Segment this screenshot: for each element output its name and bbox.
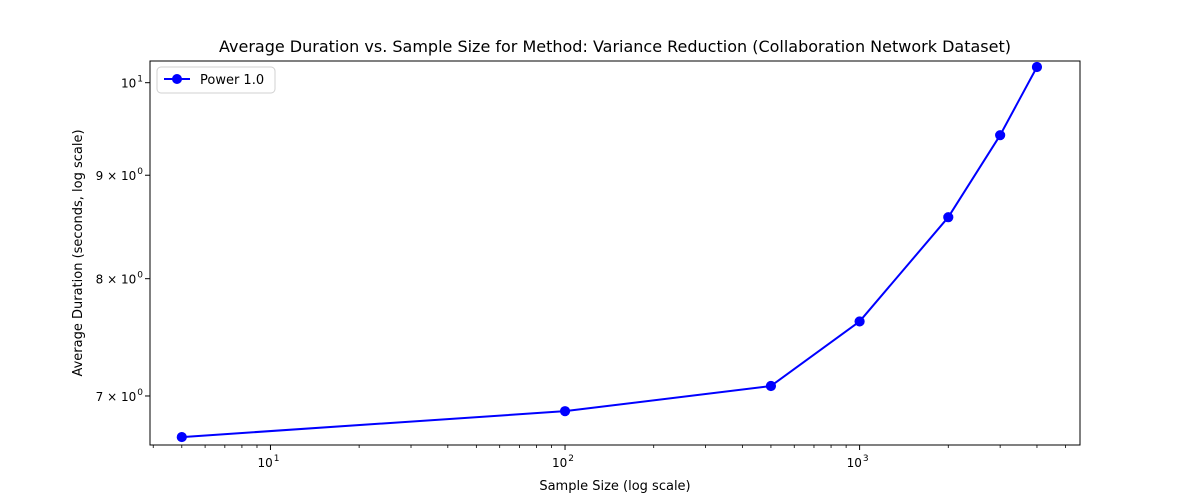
- series-layer: [176, 61, 1043, 443]
- plot-area: [149, 60, 1081, 446]
- data-point: [995, 130, 1006, 141]
- legend-box: [156, 66, 276, 94]
- y-tick-label: 101: [121, 75, 143, 91]
- chart-title: Average Duration vs. Sample Size for Met…: [219, 37, 1011, 56]
- y-tick-label-base: 10: [121, 77, 136, 91]
- y-tick-label-base: 7 × 10: [96, 390, 137, 404]
- x-tick-label-exponent: 3: [863, 454, 869, 464]
- y-tick-label-exponent: 0: [137, 388, 143, 398]
- legend-series-marker: [172, 74, 182, 84]
- x-tick-label-base: 10: [552, 456, 567, 470]
- data-point: [559, 406, 571, 417]
- data-point: [943, 212, 954, 223]
- legend: Power 1.0: [156, 66, 276, 94]
- y-tick-label-base: 9 × 10: [96, 169, 137, 183]
- data-point: [1031, 61, 1043, 73]
- x-tick-label: 103: [847, 454, 869, 470]
- data-point: [854, 316, 865, 327]
- x-tick-label-exponent: 2: [568, 454, 574, 464]
- x-axis-label: Sample Size (log scale): [539, 479, 690, 494]
- x-tick-label-exponent: 1: [274, 454, 280, 464]
- y-tick-label: 9 × 100: [96, 167, 144, 183]
- y-tick-label-exponent: 1: [137, 75, 143, 85]
- x-tick-label: 101: [257, 454, 279, 470]
- y-tick-label: 7 × 100: [96, 388, 144, 404]
- data-point: [765, 380, 777, 392]
- legend-series-label: Power 1.0: [200, 73, 264, 88]
- y-tick-label-exponent: 0: [137, 167, 143, 177]
- axes-layer: [149, 60, 1081, 446]
- y-tick-label-exponent: 0: [137, 271, 143, 281]
- x-tick-label-base: 10: [847, 456, 862, 470]
- data-point: [176, 431, 187, 443]
- x-tick-label: 102: [552, 454, 574, 470]
- x-tick-label-base: 10: [257, 456, 272, 470]
- y-tick-label-base: 8 × 10: [96, 273, 137, 287]
- y-axis-label: Average Duration (seconds, log scale): [71, 129, 86, 376]
- y-tick-label: 8 × 100: [96, 271, 144, 287]
